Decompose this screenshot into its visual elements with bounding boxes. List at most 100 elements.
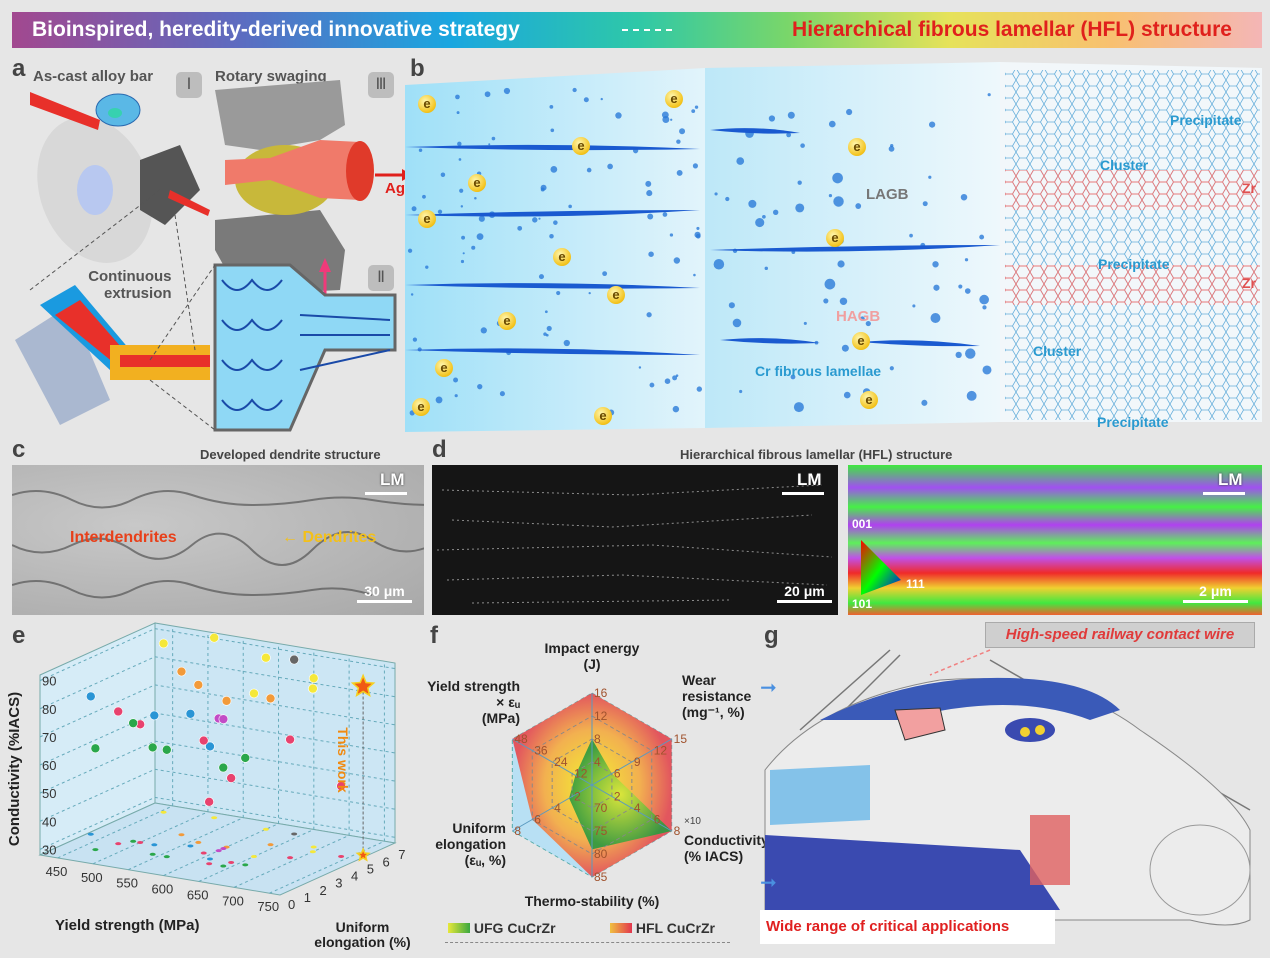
precipitate-dot xyxy=(833,196,844,207)
electron-marker: e xyxy=(572,137,590,155)
precipitate-dot xyxy=(491,136,496,141)
precipitate-dot xyxy=(748,199,757,208)
precipitate-dot xyxy=(929,121,936,128)
cluster-label: Cluster xyxy=(1033,343,1082,359)
precipitate-dot xyxy=(461,235,466,240)
precipitate-dot xyxy=(672,405,680,413)
precipitate-dot xyxy=(478,215,485,222)
data-point xyxy=(204,797,214,807)
legend-divider xyxy=(445,942,730,943)
applications-label: Wide range of critical applications xyxy=(760,910,1055,944)
panel-a: a As-cast alloy bar Rotary swaging Ⅰ Ⅲ Ⅱ… xyxy=(0,50,428,435)
as-cast-label: As-cast alloy bar xyxy=(33,68,154,85)
dendrites-label: ← Dendrites xyxy=(282,529,377,546)
x-tick-label: 600 xyxy=(152,882,174,897)
data-point xyxy=(261,652,271,663)
data-point-shadow xyxy=(206,857,213,861)
optical-micrograph-dendrites: Interdendrites ← Dendrites LM 30 μm xyxy=(12,465,424,615)
precipitate-dot xyxy=(739,389,743,394)
extrusion-die xyxy=(15,285,210,425)
radar-tick-label: 12 xyxy=(594,709,608,723)
extrusion-label: Continuous extrusion xyxy=(88,268,172,302)
precipitate-dot xyxy=(410,293,414,296)
axis-wear-resistance: Wear resistance (mg⁻¹, %) xyxy=(682,672,752,720)
precipitate-dot xyxy=(484,91,491,98)
electron-marker: e xyxy=(852,332,870,350)
precipitate-dot xyxy=(673,257,681,264)
precipitate-dot xyxy=(538,217,541,220)
axis-impact-energy: Impact energy (J) xyxy=(544,640,640,672)
processing-schematic xyxy=(15,80,410,432)
data-point-shadow xyxy=(92,848,99,852)
precipitate-label: Precipitate xyxy=(1097,414,1169,430)
radar-tick-label: 2 xyxy=(574,790,581,804)
precipitate-dot xyxy=(725,196,730,202)
precipitate-dot xyxy=(768,115,776,122)
precipitate-dot xyxy=(964,258,969,262)
data-point xyxy=(113,706,124,717)
data-point xyxy=(218,762,229,773)
precipitate-dot xyxy=(572,87,577,93)
precipitate-dot xyxy=(823,298,829,304)
radar-tick-label: 16 xyxy=(594,686,608,700)
scale-bar: 20 μm xyxy=(777,583,832,603)
grid-line xyxy=(128,637,244,871)
precipitate-dot xyxy=(755,218,765,228)
precipitate-dot xyxy=(499,391,505,397)
legend-swatch-ufg xyxy=(448,923,470,933)
grid-line xyxy=(198,649,315,882)
precipitate-dot xyxy=(824,278,836,290)
precipitate-dot xyxy=(846,108,853,116)
precipitate-dot xyxy=(979,234,985,240)
data-point-shadow xyxy=(309,850,316,854)
scatter3d-chart: 450 500 550 600 650 700 750 0 1 2 3 4 5 6 7 30 40 50 60 70 8… xyxy=(38,622,406,914)
precipitate-label: Precipitate xyxy=(1170,112,1242,128)
radar-tick-label: 12 xyxy=(574,767,588,781)
radar-tick-label: 80 xyxy=(594,847,608,861)
data-point-shadow xyxy=(187,844,194,848)
precipitate-dot xyxy=(979,294,989,305)
precipitate-dot xyxy=(647,213,654,220)
swaging-dies xyxy=(215,80,410,295)
data-point xyxy=(162,744,172,755)
precipitate-dot xyxy=(909,233,913,238)
banner-left-text: Bioinspired, heredity-derived innovative… xyxy=(32,18,520,41)
precipitate-dot xyxy=(982,305,987,310)
cr-fibre xyxy=(860,340,980,347)
y-tick-label: 5 xyxy=(367,861,374,876)
precipitate-dot xyxy=(803,321,807,325)
precipitate-dot xyxy=(839,297,848,306)
data-point-shadow xyxy=(137,840,144,844)
cr-fibre xyxy=(720,338,820,344)
data-point xyxy=(128,718,138,728)
precipitate-dot xyxy=(460,205,464,208)
radar-tick-label: 2 xyxy=(614,790,621,804)
precipitate-dot xyxy=(543,332,547,336)
sem-micrograph: LM 20 μm xyxy=(432,465,838,615)
precipitate-dot xyxy=(549,233,554,239)
data-point-shadow xyxy=(211,816,218,820)
precipitate-dot xyxy=(583,97,589,103)
data-point-shadow xyxy=(149,852,156,856)
precipitate-dot xyxy=(457,141,462,147)
radar-tick-label: 15 xyxy=(674,732,688,746)
precipitate-dot xyxy=(662,212,668,217)
lm-direction-arrow: LM xyxy=(782,470,838,495)
grid-line xyxy=(39,628,396,682)
precipitate-dot xyxy=(676,139,681,144)
grid-line xyxy=(163,643,280,877)
data-point xyxy=(147,742,158,753)
precipitate-dot xyxy=(795,203,805,213)
precipitate-dot xyxy=(679,128,686,135)
z-tick-label: 60 xyxy=(42,758,56,773)
precipitate-dot xyxy=(714,192,718,196)
precipitate-dot xyxy=(646,190,653,197)
precipitate-dot xyxy=(787,111,795,119)
scale-bar: 30 μm xyxy=(357,583,412,603)
grid-line xyxy=(39,768,396,822)
precipitate-dot xyxy=(615,112,622,119)
zr-label: Zr xyxy=(1242,180,1256,196)
precipitate-dot xyxy=(563,339,570,347)
radar-tick-label: 36 xyxy=(534,744,548,758)
